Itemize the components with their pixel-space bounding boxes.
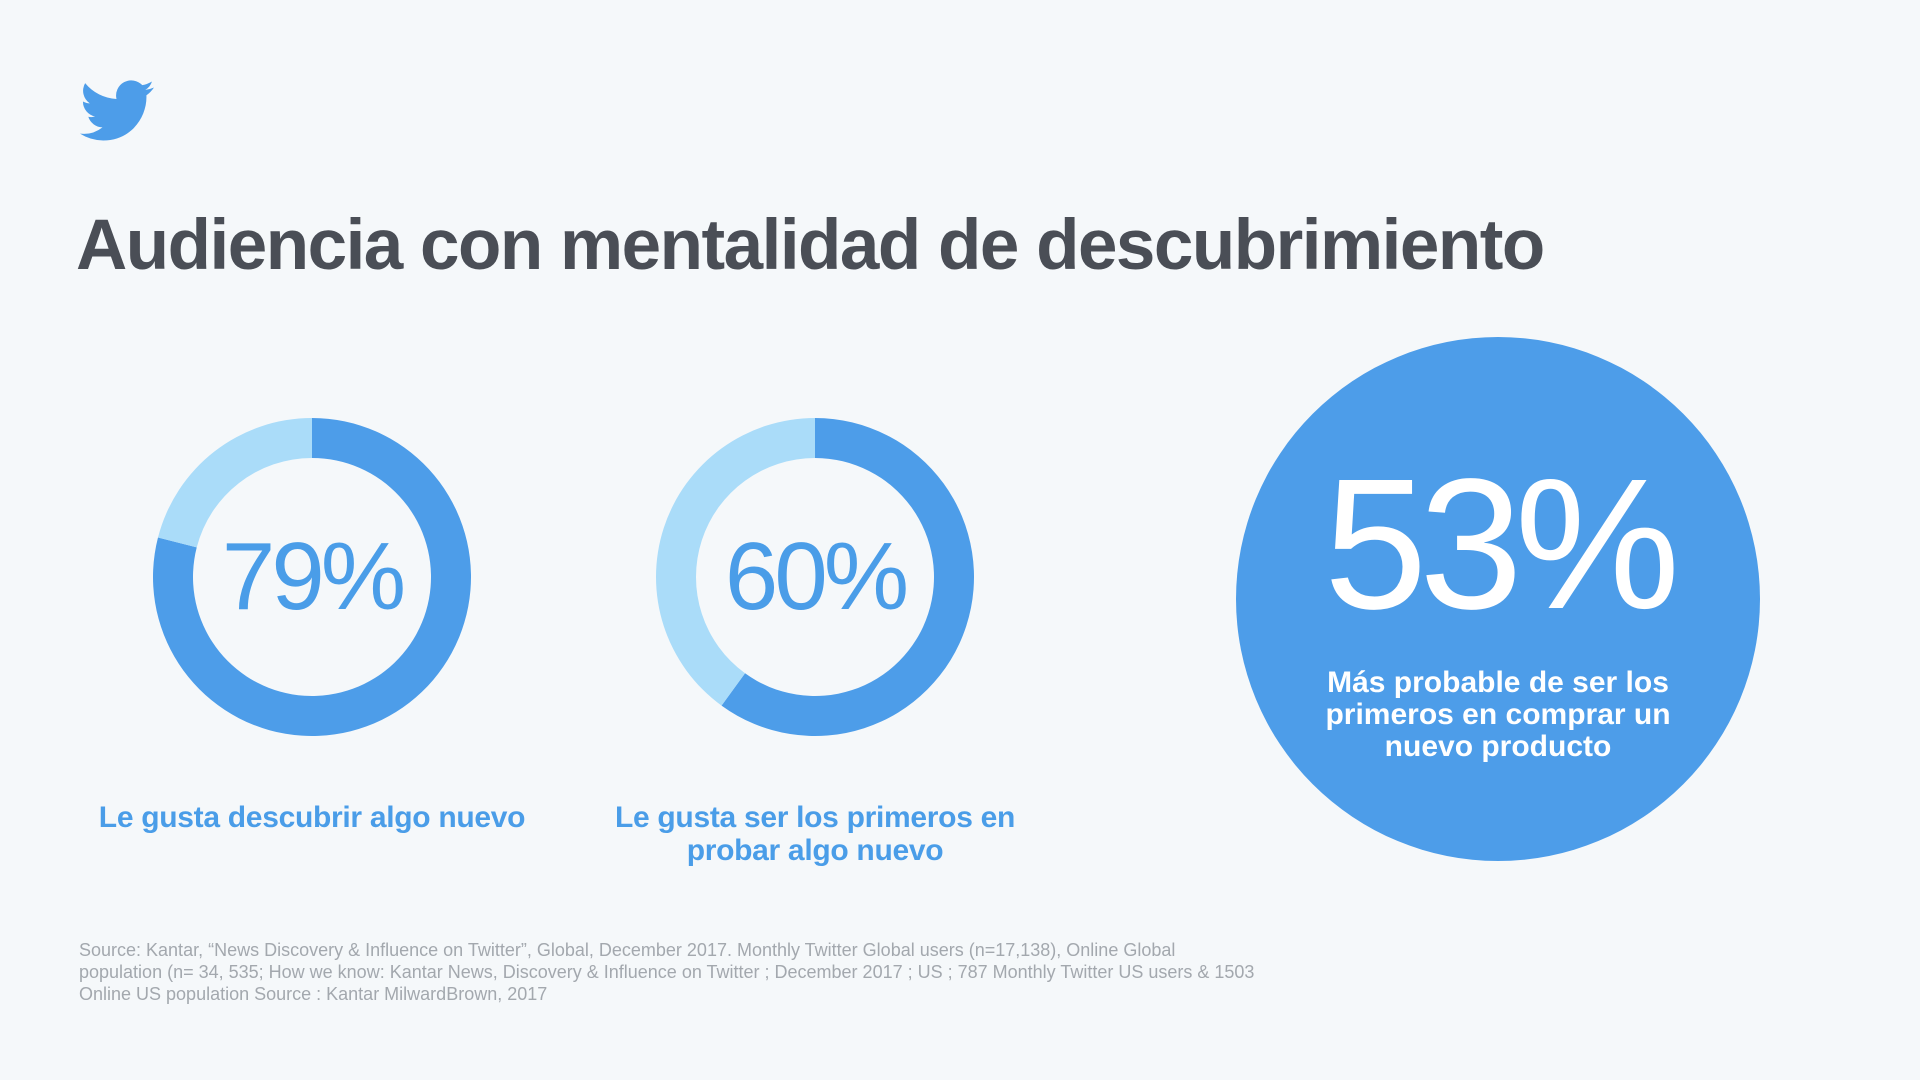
- donut-slice-remainder: [157, 418, 312, 548]
- page-title: Audiencia con mentalidad de descubrimien…: [76, 206, 1545, 285]
- donut-chart-discover: 79%: [152, 417, 472, 737]
- donut-caption-discover: Le gusta descubrir algo nuevo: [98, 801, 526, 834]
- donut-caption-first-to-try: Le gusta ser los primeros en probar algo…: [614, 801, 1016, 867]
- donut-percentage: 60%: [724, 523, 909, 630]
- highlight-caption: Más probable de ser los primeros en comp…: [1325, 666, 1671, 763]
- highlight-percentage: 53%: [1323, 441, 1680, 648]
- donut-chart-first-to-try: 60%: [655, 417, 975, 737]
- source-note: Source: Kantar, “News Discovery & Influe…: [79, 940, 1255, 1004]
- twitter-bird-icon: [80, 80, 154, 141]
- highlight-circle: 53% Más probable de ser los primeros en …: [1236, 337, 1760, 861]
- donut-slice-remainder: [656, 418, 815, 706]
- donut-slice-value: [721, 418, 975, 736]
- donut-svg: [152, 418, 471, 736]
- donut-percentage: 79%: [221, 523, 406, 630]
- donut-svg: [656, 418, 975, 736]
